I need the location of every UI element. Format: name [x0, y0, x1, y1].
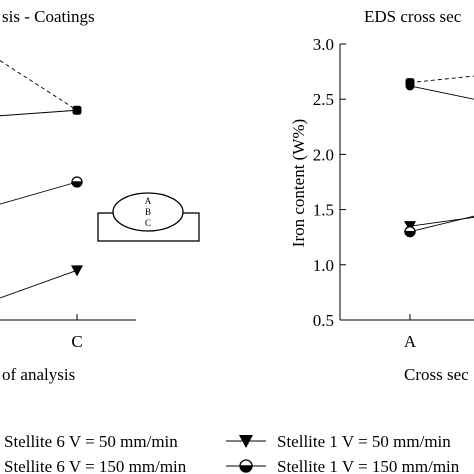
- left-series-marker-2: [71, 265, 83, 277]
- legend-entry-0: Stellite 6 V = 50 mm/min: [4, 432, 178, 451]
- legend-entry-3: Stellite 1 V = 150 mm/min: [277, 457, 460, 474]
- right-y-tick-label-3: 2.0: [313, 145, 334, 164]
- right-y-tick-label-5: 3.0: [313, 35, 334, 54]
- left-panel: sis - Coatings of analysis C A B C: [0, 7, 200, 384]
- left-series-line-0: [0, 109, 78, 117]
- right-x-tick-label: A: [404, 332, 417, 351]
- right-plot-marks: [404, 75, 474, 238]
- right-y-axis-label: Iron content (W%): [289, 119, 308, 247]
- right-series-marker-3-bottom: [404, 231, 416, 238]
- right-series-line-1: [409, 85, 474, 100]
- right-y-tick-label-1: 1.0: [313, 256, 334, 275]
- left-plot-marks: [0, 60, 83, 299]
- right-series-line-0: [409, 75, 474, 84]
- legend-entry-2: Stellite 6 V = 150 mm/min: [4, 457, 187, 474]
- legend: Stellite 6 V = 50 mm/min Stellite 1 V = …: [4, 432, 460, 474]
- left-series-marker-1-top: [71, 176, 83, 183]
- right-y-tick-label-4: 2.5: [313, 90, 334, 109]
- left-x-axis-label: of analysis: [2, 365, 75, 384]
- left-series-line-2: [0, 269, 78, 299]
- right-series-line-3: [409, 215, 474, 233]
- left-chart-title: sis - Coatings: [2, 7, 95, 26]
- left-x-tick-label: C: [71, 332, 82, 351]
- inset-label-c: C: [145, 218, 151, 228]
- inset-label-b: B: [145, 207, 151, 217]
- legend-entry-1: Stellite 1 V = 50 mm/min: [277, 432, 451, 451]
- right-panel: EDS cross sec Cross sec Iron content (W%…: [289, 7, 474, 384]
- left-series-marker-1-bottom: [71, 181, 83, 188]
- inset-bead: [112, 192, 184, 232]
- right-y-tick-label-2: 1.5: [313, 201, 334, 220]
- right-x-axis-label: Cross sec: [404, 365, 469, 384]
- legend-triangle-marker: [239, 435, 253, 448]
- legend-halfcircle-bottom: [239, 465, 253, 473]
- left-series-line-1: [0, 181, 78, 205]
- legend-halfcircle-top: [239, 459, 253, 467]
- inset-label-a: A: [145, 196, 152, 206]
- right-series-marker-3-top: [404, 226, 416, 233]
- left-series-line-3: [0, 60, 78, 111]
- right-series-marker-1: [405, 81, 415, 91]
- right-y-tick-label-0: 0.5: [313, 311, 334, 330]
- right-chart-title: EDS cross sec: [364, 7, 462, 26]
- right-y-ticks: 0.5 1.0 1.5 2.0 2.5 3.0: [313, 35, 346, 330]
- inset-schematic: A B C: [97, 192, 200, 242]
